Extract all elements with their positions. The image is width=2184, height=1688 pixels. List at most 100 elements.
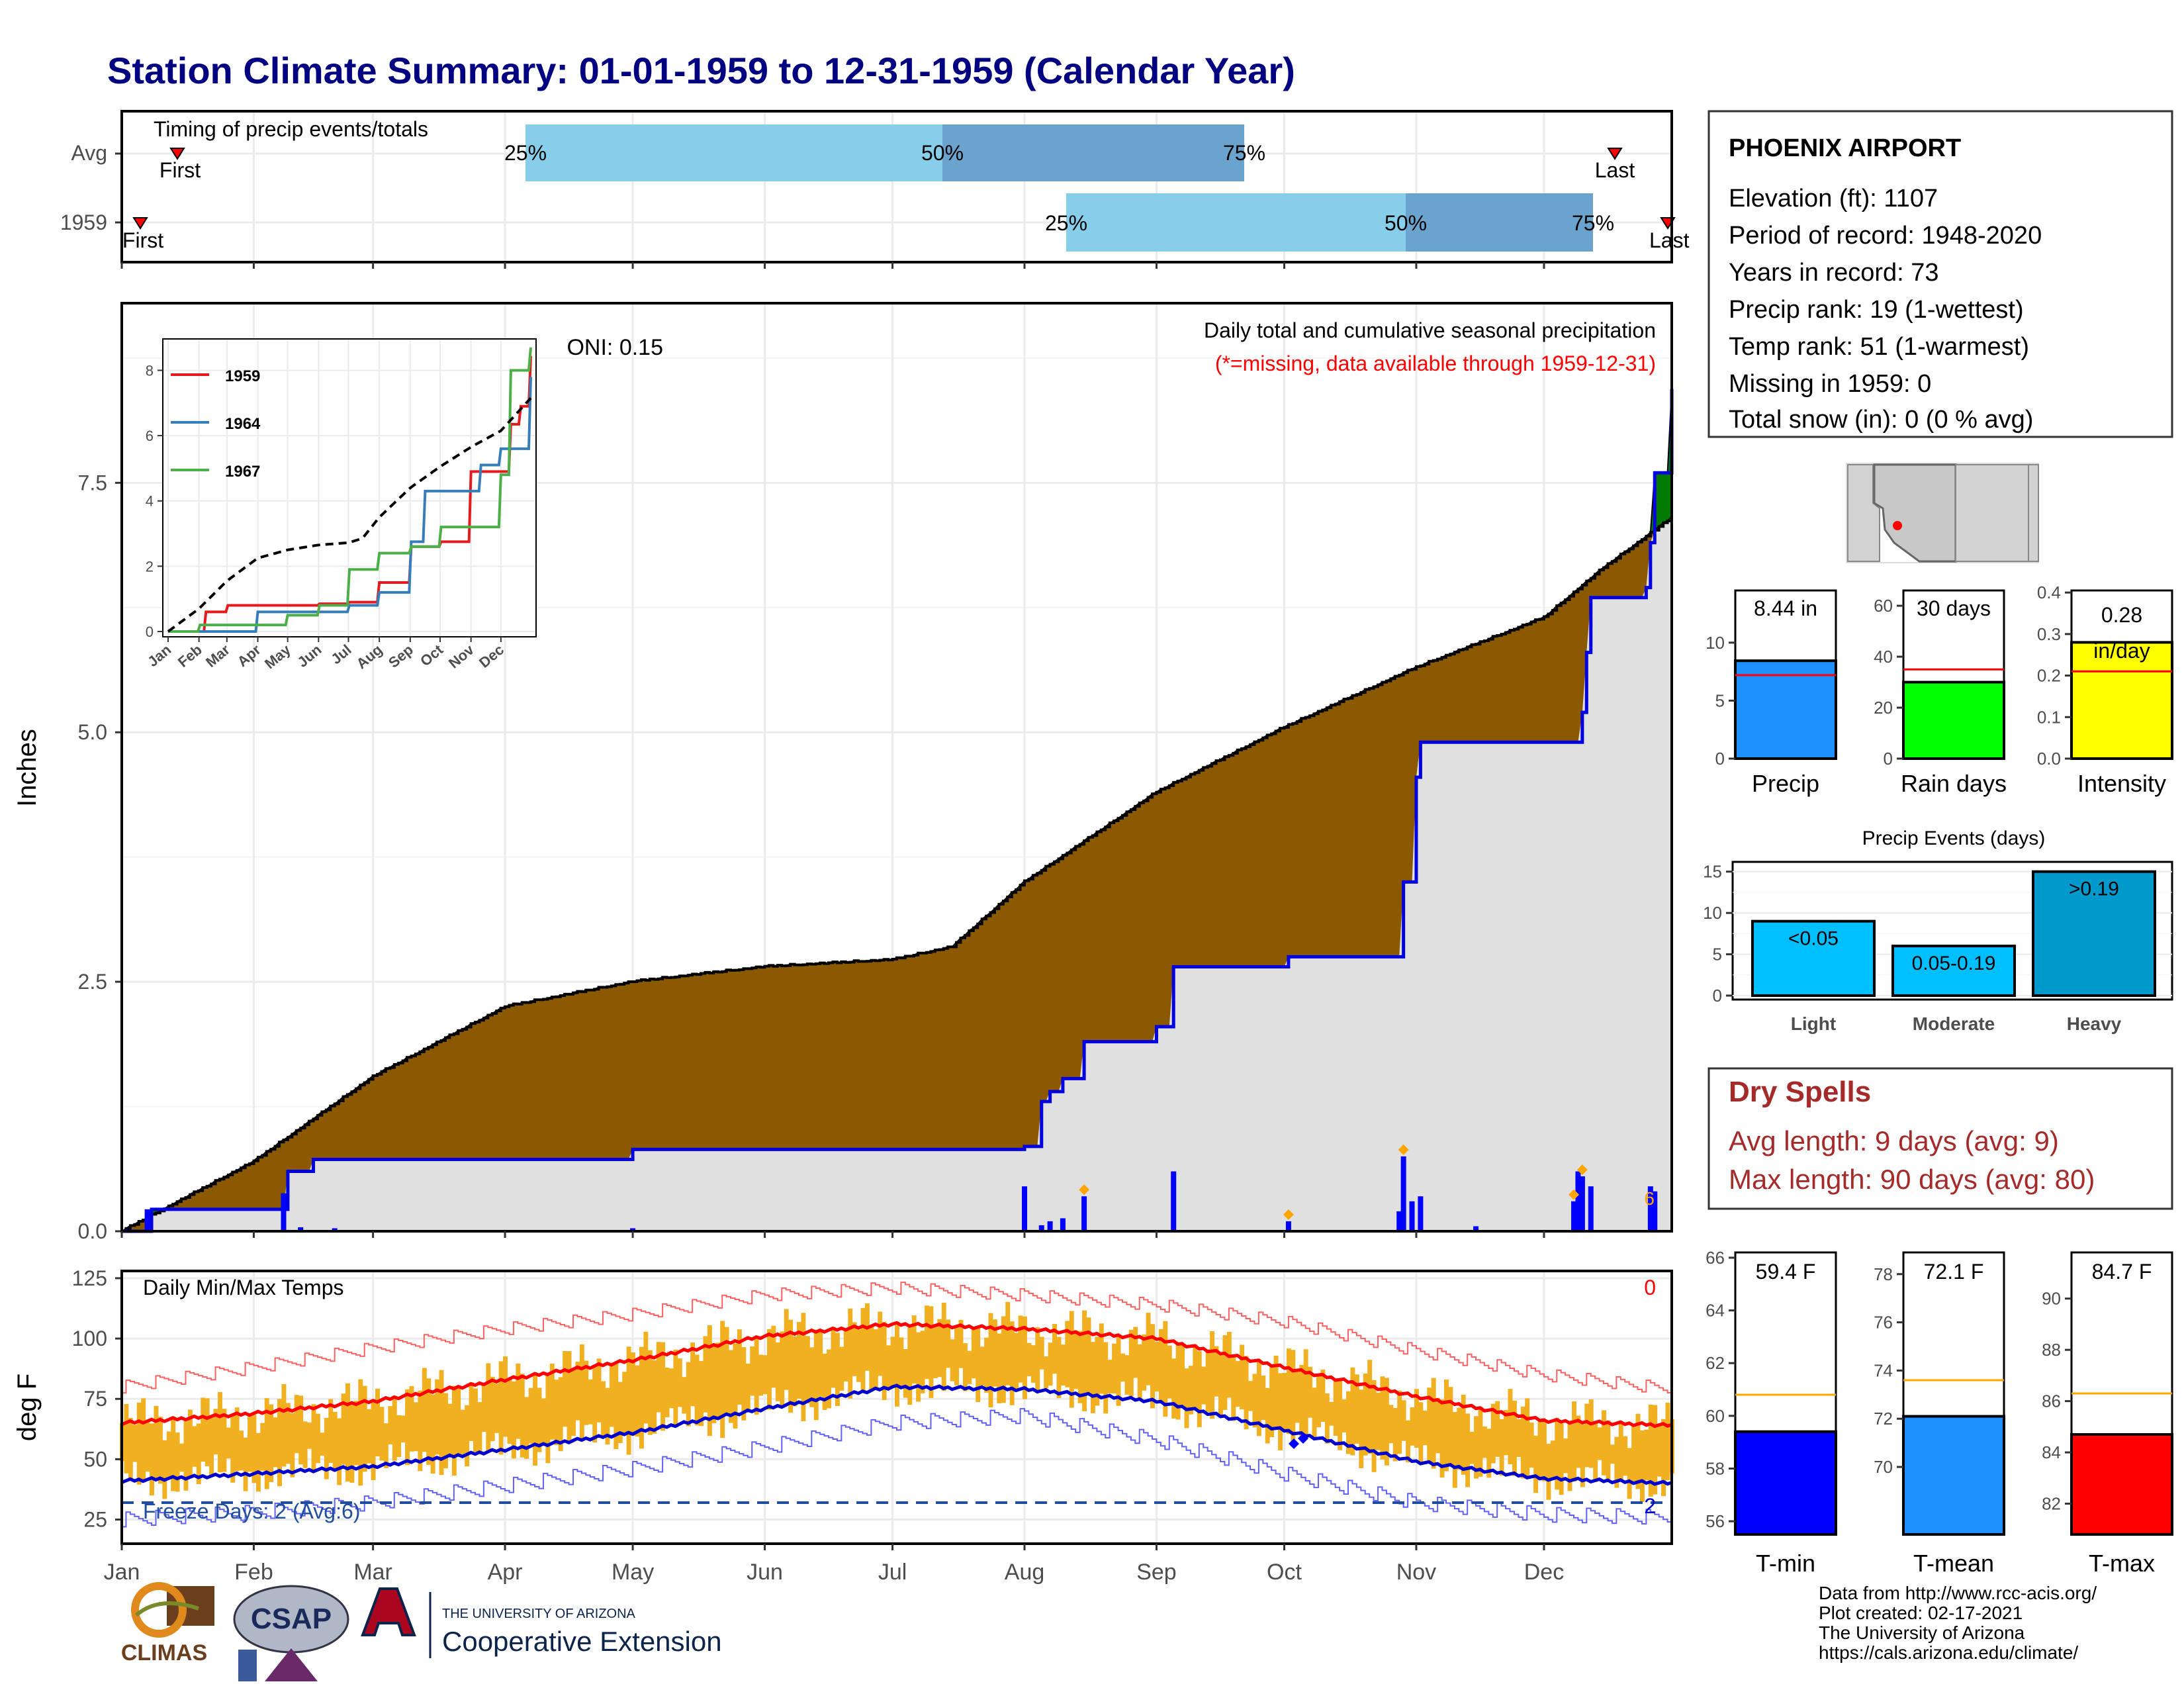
- temp-summary-0-ytick-label-5: 66: [1706, 1248, 1725, 1268]
- temp-bar-153: [771, 1325, 776, 1388]
- temp-bar-57: [362, 1385, 367, 1472]
- temp-bar-76: [443, 1393, 448, 1469]
- temp-bar-187: [916, 1332, 921, 1402]
- temp-bar-207: [1001, 1316, 1006, 1403]
- raindays-summary-bar: [1902, 680, 2005, 760]
- temp-bar-94: [520, 1374, 525, 1458]
- temp-bar-286: [1338, 1380, 1343, 1450]
- temp-bar-301: [1401, 1400, 1406, 1441]
- temp-bar-101: [549, 1363, 555, 1440]
- temp-bar-83: [473, 1388, 478, 1452]
- temp-bar-171: [848, 1308, 853, 1399]
- temp-summary-1-ytick-label-4: 78: [1874, 1264, 1893, 1284]
- temp-bar-344: [1584, 1403, 1590, 1468]
- temp-bar-134: [690, 1342, 696, 1407]
- temp-bar-163: [813, 1329, 819, 1421]
- temp-bar-178: [878, 1311, 883, 1376]
- temp-bar-34: [264, 1398, 269, 1489]
- station-info-box: PHOENIX AIRPORT Elevation (ft): 1107 Per…: [1707, 110, 2173, 438]
- tmean-summary-y-ticks: 70 72 74 76 78: [1874, 1264, 1903, 1477]
- temp-summary-0-ytick-label-2: 60: [1706, 1406, 1725, 1426]
- intensity-summary-unit: in/day: [2093, 639, 2150, 663]
- temp-bar-218: [1048, 1342, 1053, 1386]
- temp-bar-324: [1499, 1419, 1504, 1476]
- climas-logo-swoosh: [135, 1601, 199, 1617]
- temp-bar-96: [528, 1387, 533, 1444]
- temp-bar-358: [1644, 1429, 1649, 1481]
- csap-logo: CSAP: [233, 1585, 349, 1681]
- temp-bar-3: [132, 1425, 138, 1462]
- temp-bar-311: [1443, 1380, 1449, 1472]
- temp-bar-86: [486, 1363, 491, 1452]
- temp-bar-348: [1602, 1410, 1606, 1476]
- station-snow: Total snow (in): 0 (0 % avg): [1729, 406, 2033, 434]
- temp-bar-280: [1312, 1387, 1317, 1439]
- temp-bar-256: [1210, 1331, 1215, 1419]
- temp-bar-221: [1060, 1344, 1066, 1386]
- temp-bar-97: [533, 1372, 538, 1466]
- temp-bar-186: [911, 1315, 917, 1383]
- temp-bar-145: [737, 1329, 742, 1405]
- temp-bar-222: [1065, 1321, 1070, 1387]
- temp-bar-257: [1214, 1346, 1219, 1397]
- temp-bar-142: [724, 1327, 729, 1416]
- temp-bar-35: [269, 1404, 274, 1482]
- temp-bar-166: [827, 1349, 831, 1409]
- temp-bar-15: [183, 1421, 189, 1491]
- temp-bar-27: [234, 1407, 240, 1472]
- summary-2-ytick-label-4: 0.4: [2037, 583, 2061, 602]
- temp-bar-204: [988, 1313, 993, 1408]
- temp-xtick-label-6: Jul: [878, 1560, 907, 1585]
- precip-events-panel: Precip Events (days) <0.05 0.05-0.19 >0.19…: [1703, 827, 2173, 1034]
- temp-bar-241: [1146, 1313, 1151, 1385]
- timing-1959-bar-50-75: [1406, 193, 1593, 252]
- temp-bar-246: [1167, 1345, 1172, 1399]
- events-ytick-label-1: 5: [1713, 945, 1722, 964]
- temp-bar-109: [584, 1360, 589, 1425]
- temp-bar-174: [860, 1307, 866, 1392]
- temp-bar-80: [460, 1409, 465, 1454]
- events-ytick-label-2: 10: [1703, 903, 1722, 923]
- tmean-summary-bar: [1902, 1415, 2005, 1536]
- temp-bar-95: [524, 1397, 529, 1459]
- temp-bar-25: [226, 1427, 231, 1459]
- temp-bar-42: [298, 1395, 304, 1465]
- daily-precip-bar-14: [1409, 1201, 1415, 1231]
- precip-y-ticks: 0.0 2.5 5.0 7.5: [78, 471, 122, 1243]
- temp-bar-293: [1367, 1360, 1373, 1454]
- timing-panel-border: [120, 110, 1673, 263]
- temp-bar-306: [1422, 1410, 1428, 1446]
- daily-precip-bar-20: [1588, 1186, 1594, 1231]
- summary-1-ytick-label-1: 20: [1874, 698, 1893, 718]
- temp-bar-72: [426, 1378, 432, 1465]
- temp-bar-144: [733, 1343, 738, 1429]
- events-bar-label-heavy: >0.19: [2069, 878, 2119, 900]
- temp-bar-131: [677, 1358, 682, 1407]
- dry-spells-avg: Avg length: 9 days (avg: 9): [1729, 1125, 2059, 1156]
- temp-bar-216: [1039, 1336, 1044, 1370]
- temp-bar-192: [937, 1319, 942, 1378]
- temp-bar-332: [1533, 1435, 1539, 1493]
- temp-bar-130: [673, 1349, 678, 1428]
- tmax-summary-label: T-max: [2089, 1550, 2155, 1577]
- temp-bar-259: [1222, 1335, 1228, 1410]
- daily-precip-bars: [144, 1156, 1658, 1231]
- intensity-summary-label: Intensity: [2077, 770, 2166, 797]
- events-x-labels: Light Moderate Heavy: [1791, 1013, 2122, 1034]
- temp-bar-232: [1107, 1360, 1113, 1394]
- daily-precip-marker-19: [1576, 1164, 1588, 1176]
- temp-bar-189: [925, 1305, 929, 1380]
- daily-precip-bar-17: [1571, 1201, 1577, 1231]
- timing-row-label-1959: 1959: [60, 211, 107, 234]
- temp-bar-315: [1461, 1394, 1466, 1475]
- temp-bar-69: [413, 1402, 418, 1452]
- credit-url: https://cals.arizona.edu/climate/: [1819, 1642, 2078, 1663]
- events-bar-heavy: [2032, 870, 2156, 998]
- temp-bar-236: [1124, 1355, 1130, 1395]
- temp-bar-231: [1103, 1342, 1109, 1414]
- temp-summary-0-ytick-label-4: 64: [1706, 1301, 1725, 1321]
- temp-bar-148: [750, 1346, 755, 1396]
- credit-university: The University of Arizona: [1819, 1622, 2025, 1643]
- map-new-mexico: [1955, 464, 2029, 562]
